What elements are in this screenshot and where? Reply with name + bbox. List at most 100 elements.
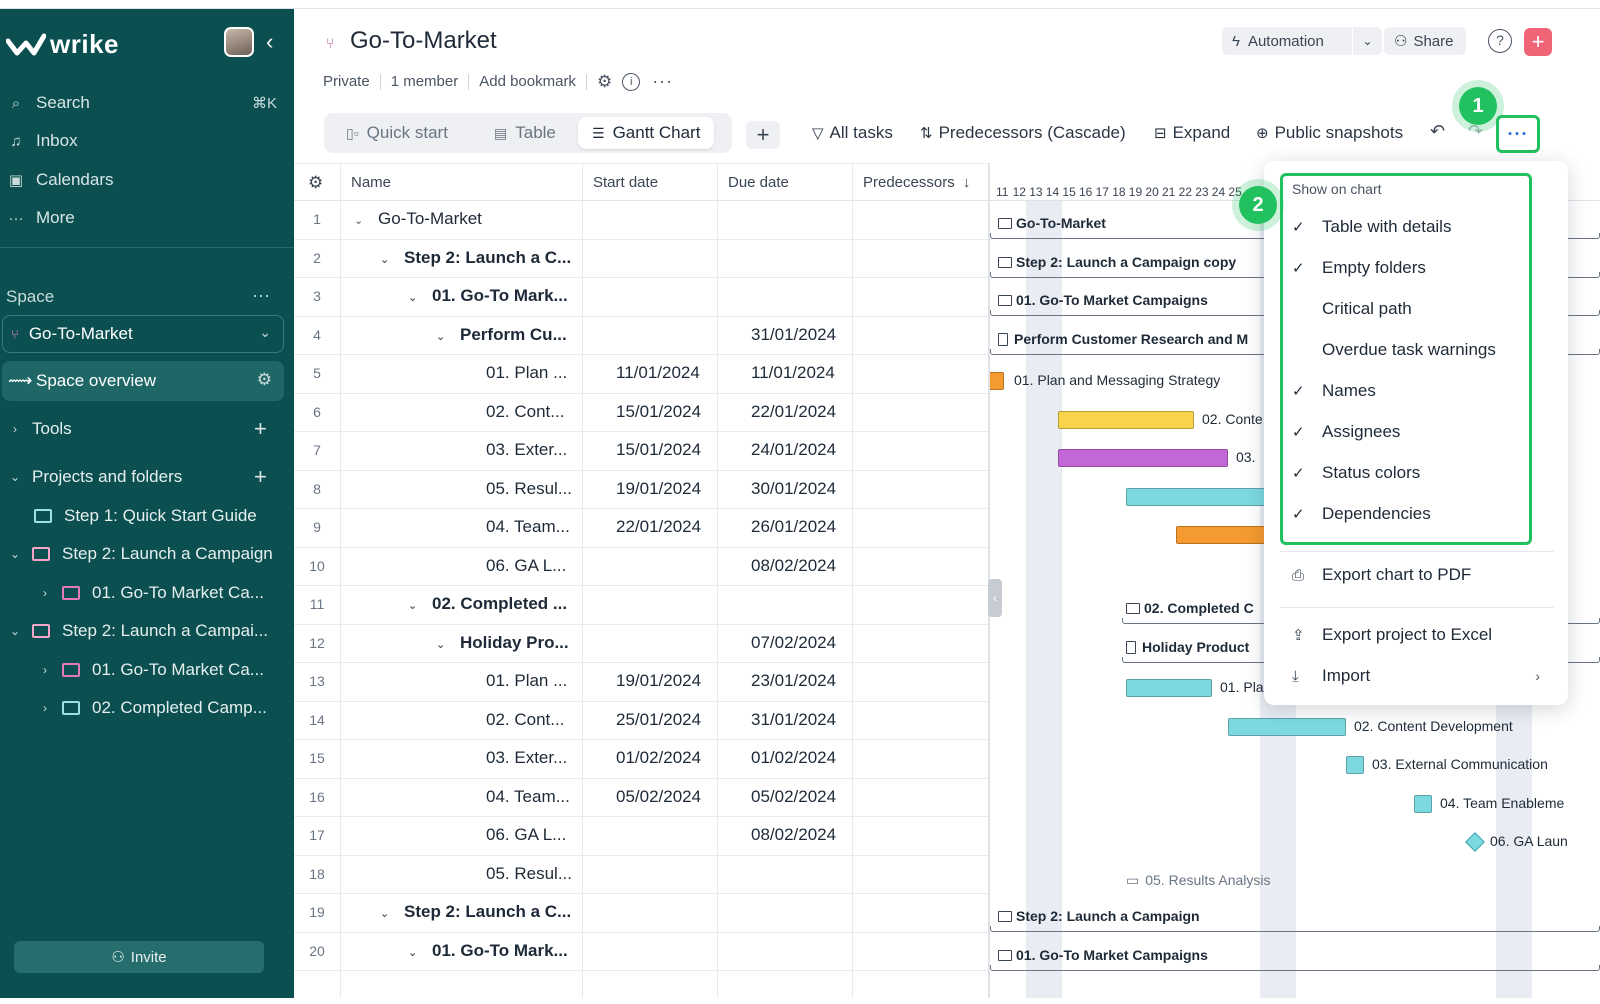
export-excel-item[interactable]: ⇪ Export project to Excel	[1292, 625, 1492, 645]
nav-search[interactable]: ⌕ Search	[6, 93, 90, 113]
add-project-icon[interactable]: +	[254, 464, 267, 489]
chevron-down-icon[interactable]: ⌄	[436, 330, 446, 343]
task-name-cell[interactable]: ⌄ Perform Cu...	[436, 325, 567, 345]
info-icon[interactable]: i	[622, 72, 641, 91]
avatar[interactable]	[224, 27, 254, 57]
gantt-task-label[interactable]: Holiday Product	[1126, 639, 1249, 655]
task-name-cell[interactable]: ⌄ Step 2: Launch a C...	[380, 248, 571, 268]
export-pdf-item[interactable]: ⎙ Export chart to PDF	[1292, 565, 1471, 585]
gantt-project-label[interactable]: 01. Go-To Market Campaigns	[998, 292, 1208, 308]
table-row[interactable]: 13 01. Plan ... 19/01/2024 23/01/2024	[294, 663, 988, 702]
table-row[interactable]: 20 ⌄ 01. Go-To Mark...	[294, 933, 988, 971]
add-tool-icon[interactable]: +	[254, 416, 267, 441]
share-button[interactable]: ⚇ Share	[1384, 27, 1466, 55]
redo-icon[interactable]: ↷	[1468, 121, 1484, 141]
start-date-cell[interactable]: 25/01/2024	[616, 709, 702, 729]
collapse-sidebar-icon[interactable]: ‹	[266, 29, 274, 54]
add-bookmark-link[interactable]: Add bookmark	[479, 73, 576, 90]
tools-section[interactable]: › Tools	[8, 419, 72, 439]
members-link[interactable]: 1 member	[390, 73, 459, 90]
task-name-cell[interactable]: 01. Plan ...	[486, 671, 567, 691]
task-name-cell[interactable]: ⌄ 01. Go-To Mark...	[408, 286, 568, 306]
space-overview-item[interactable]: ⟿ Space overview ⚙	[2, 361, 284, 401]
automation-button[interactable]: ϟ Automation ⌄	[1222, 27, 1382, 55]
filter-button[interactable]: ▽ All tasks	[812, 123, 893, 143]
chevron-down-icon[interactable]: ⌄	[354, 215, 364, 227]
column-header-start-date[interactable]: Start date	[582, 164, 717, 202]
table-row[interactable]: 7 03. Exter... 15/01/2024 24/01/2024	[294, 432, 988, 471]
start-date-cell[interactable]: 11/01/2024	[616, 363, 700, 382]
chevron-down-icon[interactable]: ⌄	[408, 600, 418, 612]
tree-item[interactable]: › 01. Go-To Market Ca...	[38, 660, 264, 680]
public-snapshots-button[interactable]: ⊕ Public snapshots	[1256, 123, 1403, 143]
table-row[interactable]: 17 06. GA L... 08/02/2024	[294, 817, 988, 856]
table-row[interactable]: 6 02. Cont... 15/01/2024 22/01/2024	[294, 394, 988, 432]
show-option-item[interactable]: ✓ Assignees	[1292, 422, 1400, 442]
table-row[interactable]: 16 04. Team... 05/02/2024 05/02/2024	[294, 779, 988, 817]
task-name-cell[interactable]: ⌄ Step 2: Launch a C...	[380, 902, 571, 922]
table-row[interactable]: 3 ⌄ 01. Go-To Mark...	[294, 278, 988, 317]
create-new-button[interactable]: +	[1524, 28, 1552, 56]
nav-inbox[interactable]: ♫ Inbox	[6, 131, 77, 151]
show-option-item[interactable]: ✓ Dependencies	[1292, 504, 1431, 524]
gantt-project-label[interactable]: 02. Completed C	[1126, 600, 1254, 616]
show-option-item[interactable]: ✓ Table with details	[1292, 217, 1451, 237]
tab-table[interactable]: ▤ Table	[494, 113, 556, 153]
due-date-cell[interactable]: 07/02/2024	[751, 632, 837, 652]
due-date-cell[interactable]: 01/02/2024	[751, 748, 837, 767]
tree-item[interactable]: ⌄ Step 2: Launch a Campaign	[8, 544, 273, 564]
chevron-down-icon[interactable]: ⌄	[380, 908, 390, 920]
undo-icon[interactable]: ↶	[1430, 121, 1446, 141]
gantt-bar[interactable]	[1346, 756, 1364, 774]
show-option-item[interactable]: ✓ Names	[1292, 381, 1376, 401]
table-row[interactable]: 15 03. Exter... 01/02/2024 01/02/2024	[294, 740, 988, 779]
table-row[interactable]: 9 04. Team... 22/01/2024 26/01/2024	[294, 509, 988, 548]
wrike-logo[interactable]: wrike	[6, 29, 119, 60]
gantt-task-label[interactable]: ▭ 05. Results Analysis	[1126, 872, 1271, 889]
settings-icon[interactable]: ⚙	[596, 71, 613, 91]
task-name-cell[interactable]: 05. Resul...	[486, 479, 572, 499]
column-header-predecessors[interactable]: Predecessors ↓	[852, 164, 988, 202]
import-item[interactable]: ⤓ Import	[1292, 666, 1370, 686]
due-date-cell[interactable]: 08/02/2024	[751, 825, 837, 844]
table-row[interactable]: 5 01. Plan ... 11/01/2024 11/01/2024	[294, 355, 988, 394]
space-menu-icon[interactable]: ···	[252, 285, 270, 305]
table-row[interactable]: 8 05. Resul... 19/01/2024 30/01/2024	[294, 471, 988, 509]
task-name-cell[interactable]: 02. Cont...	[486, 402, 564, 422]
table-row[interactable]: 14 02. Cont... 25/01/2024 31/01/2024	[294, 702, 988, 740]
start-date-cell[interactable]: 15/01/2024	[616, 401, 702, 421]
due-date-cell[interactable]: 23/01/2024	[751, 671, 837, 690]
projects-section[interactable]: ⌄ Projects and folders	[8, 467, 182, 487]
chevron-down-icon[interactable]: ⌄	[408, 292, 418, 304]
show-option-item[interactable]: ✓ Empty folders	[1292, 258, 1426, 278]
table-row[interactable]: 18 05. Resul...	[294, 856, 988, 894]
due-date-cell[interactable]: 31/01/2024	[751, 324, 837, 344]
tree-item[interactable]: › 01. Go-To Market Ca...	[38, 583, 264, 603]
show-option-item[interactable]: Critical path	[1292, 299, 1412, 319]
gantt-bar[interactable]	[1228, 718, 1346, 736]
more-options-icon[interactable]: ···	[652, 71, 674, 91]
nav-more[interactable]: ··· More	[6, 208, 75, 228]
gantt-bar[interactable]	[990, 372, 1004, 390]
gantt-bar[interactable]	[1058, 449, 1228, 467]
show-option-item[interactable]: ✓ Status colors	[1292, 463, 1420, 483]
more-actions-button[interactable]: ···	[1496, 115, 1540, 153]
due-date-cell[interactable]: 11/01/2024	[751, 363, 835, 382]
due-date-cell[interactable]: 05/02/2024	[751, 786, 837, 806]
due-date-cell[interactable]: 30/01/2024	[751, 478, 837, 498]
start-date-cell[interactable]: 01/02/2024	[616, 748, 702, 767]
task-name-cell[interactable]: 02. Cont...	[486, 710, 564, 730]
start-date-cell[interactable]: 22/01/2024	[616, 517, 702, 536]
due-date-cell[interactable]: 31/01/2024	[751, 709, 837, 729]
task-name-cell[interactable]: ⌄ Go-To-Market	[354, 209, 482, 229]
task-name-cell[interactable]: 04. Team...	[486, 517, 570, 537]
task-name-cell[interactable]: ⌄ 01. Go-To Mark...	[408, 941, 568, 961]
task-name-cell[interactable]: 06. GA L...	[486, 556, 566, 576]
show-option-item[interactable]: Overdue task warnings	[1292, 340, 1496, 360]
table-row[interactable]: 19 ⌄ Step 2: Launch a C...	[294, 894, 988, 933]
gear-icon[interactable]: ⚙	[256, 370, 272, 389]
table-row[interactable]: 12 ⌄ Holiday Pro... 07/02/2024	[294, 625, 988, 663]
tree-item[interactable]: Step 1: Quick Start Guide	[34, 506, 257, 526]
gantt-folder-label[interactable]: Go-To-Market	[998, 215, 1106, 231]
invite-button[interactable]: ⚇ Invite	[14, 941, 264, 973]
